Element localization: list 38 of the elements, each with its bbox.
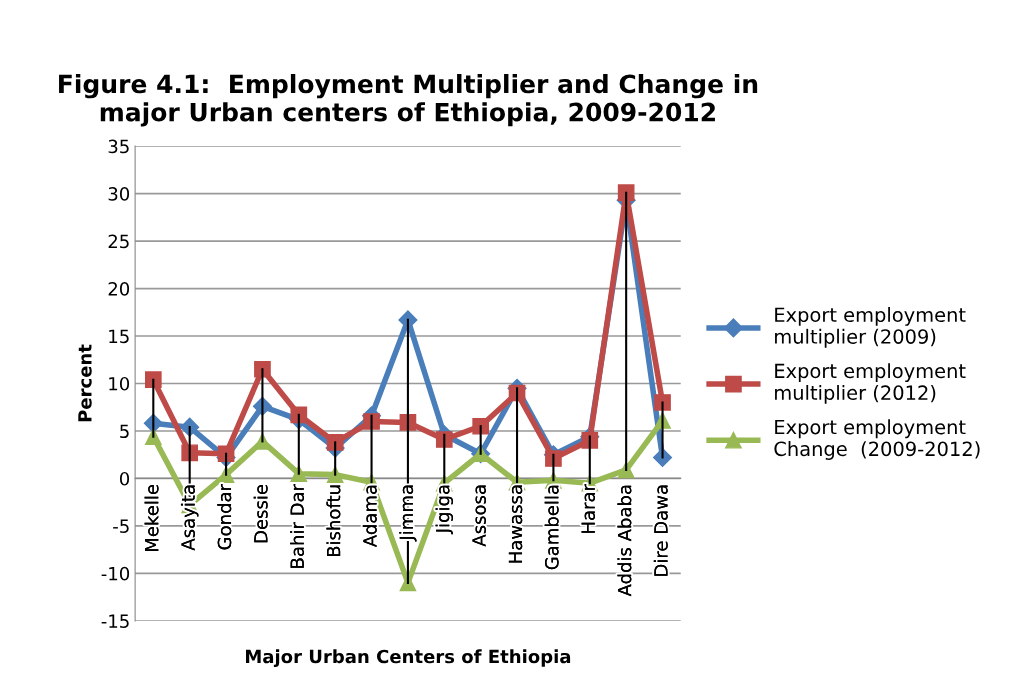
- x-tick-label: Hawassa: [508, 485, 523, 563]
- x-tick-label: Mekelle: [144, 484, 159, 551]
- y-tick-label: 30: [108, 187, 130, 201]
- x-tick-label: Asayita: [180, 485, 199, 551]
- point: [217, 445, 235, 463]
- x-tick-label: Addis Ababa: [617, 485, 632, 597]
- point: [326, 434, 344, 451]
- x-axis-title: Major Urban Centers of Ethiopia: [246, 649, 571, 667]
- x-tick-label: Dessie: [253, 484, 268, 543]
- chart-title: Figure 4.1: Employment Multiplier and Change in major Urban centers of Ethiopia, 2009-2012: [59, 73, 758, 127]
- x-tick-label: Gondar: [217, 483, 232, 550]
- y-tick-label: 5: [120, 424, 129, 439]
- y-tick-label: -15: [101, 614, 129, 628]
- point: [290, 406, 308, 424]
- x-tick-label: Jigiga: [435, 485, 454, 535]
- y-tick-label: -10: [101, 566, 130, 581]
- y-tick-label: 20: [108, 282, 130, 296]
- y-tick-label: 10: [109, 376, 130, 391]
- point: [254, 360, 271, 378]
- y-tick-label: 25: [108, 234, 129, 249]
- y-tick-label: 15: [109, 329, 129, 344]
- point: [144, 371, 162, 389]
- y-tick-label: 35: [108, 139, 129, 154]
- x-tick-label: Bishoftu: [326, 485, 341, 557]
- y-tick-label: -5: [113, 519, 129, 534]
- point: [472, 417, 490, 435]
- legend-label: Export employment multiplier (2009): [775, 307, 966, 348]
- point: [617, 184, 635, 202]
- x-tick-label: Adama: [362, 485, 377, 548]
- y-tick-label: 0: [119, 471, 130, 486]
- y-axis-title: Percent: [78, 344, 92, 422]
- legend-label: Export employment Change (2009-2012): [774, 419, 980, 460]
- x-tick-label: Dire Dawa: [653, 485, 668, 576]
- x-tick-label: Assosa: [472, 485, 486, 547]
- legend-label: Export employment multiplier (2012): [775, 363, 966, 404]
- x-tick-label: Gambella: [544, 485, 559, 570]
- x-tick-label: Bahir Dar: [290, 483, 305, 568]
- x-tick-label: Harar: [581, 483, 596, 533]
